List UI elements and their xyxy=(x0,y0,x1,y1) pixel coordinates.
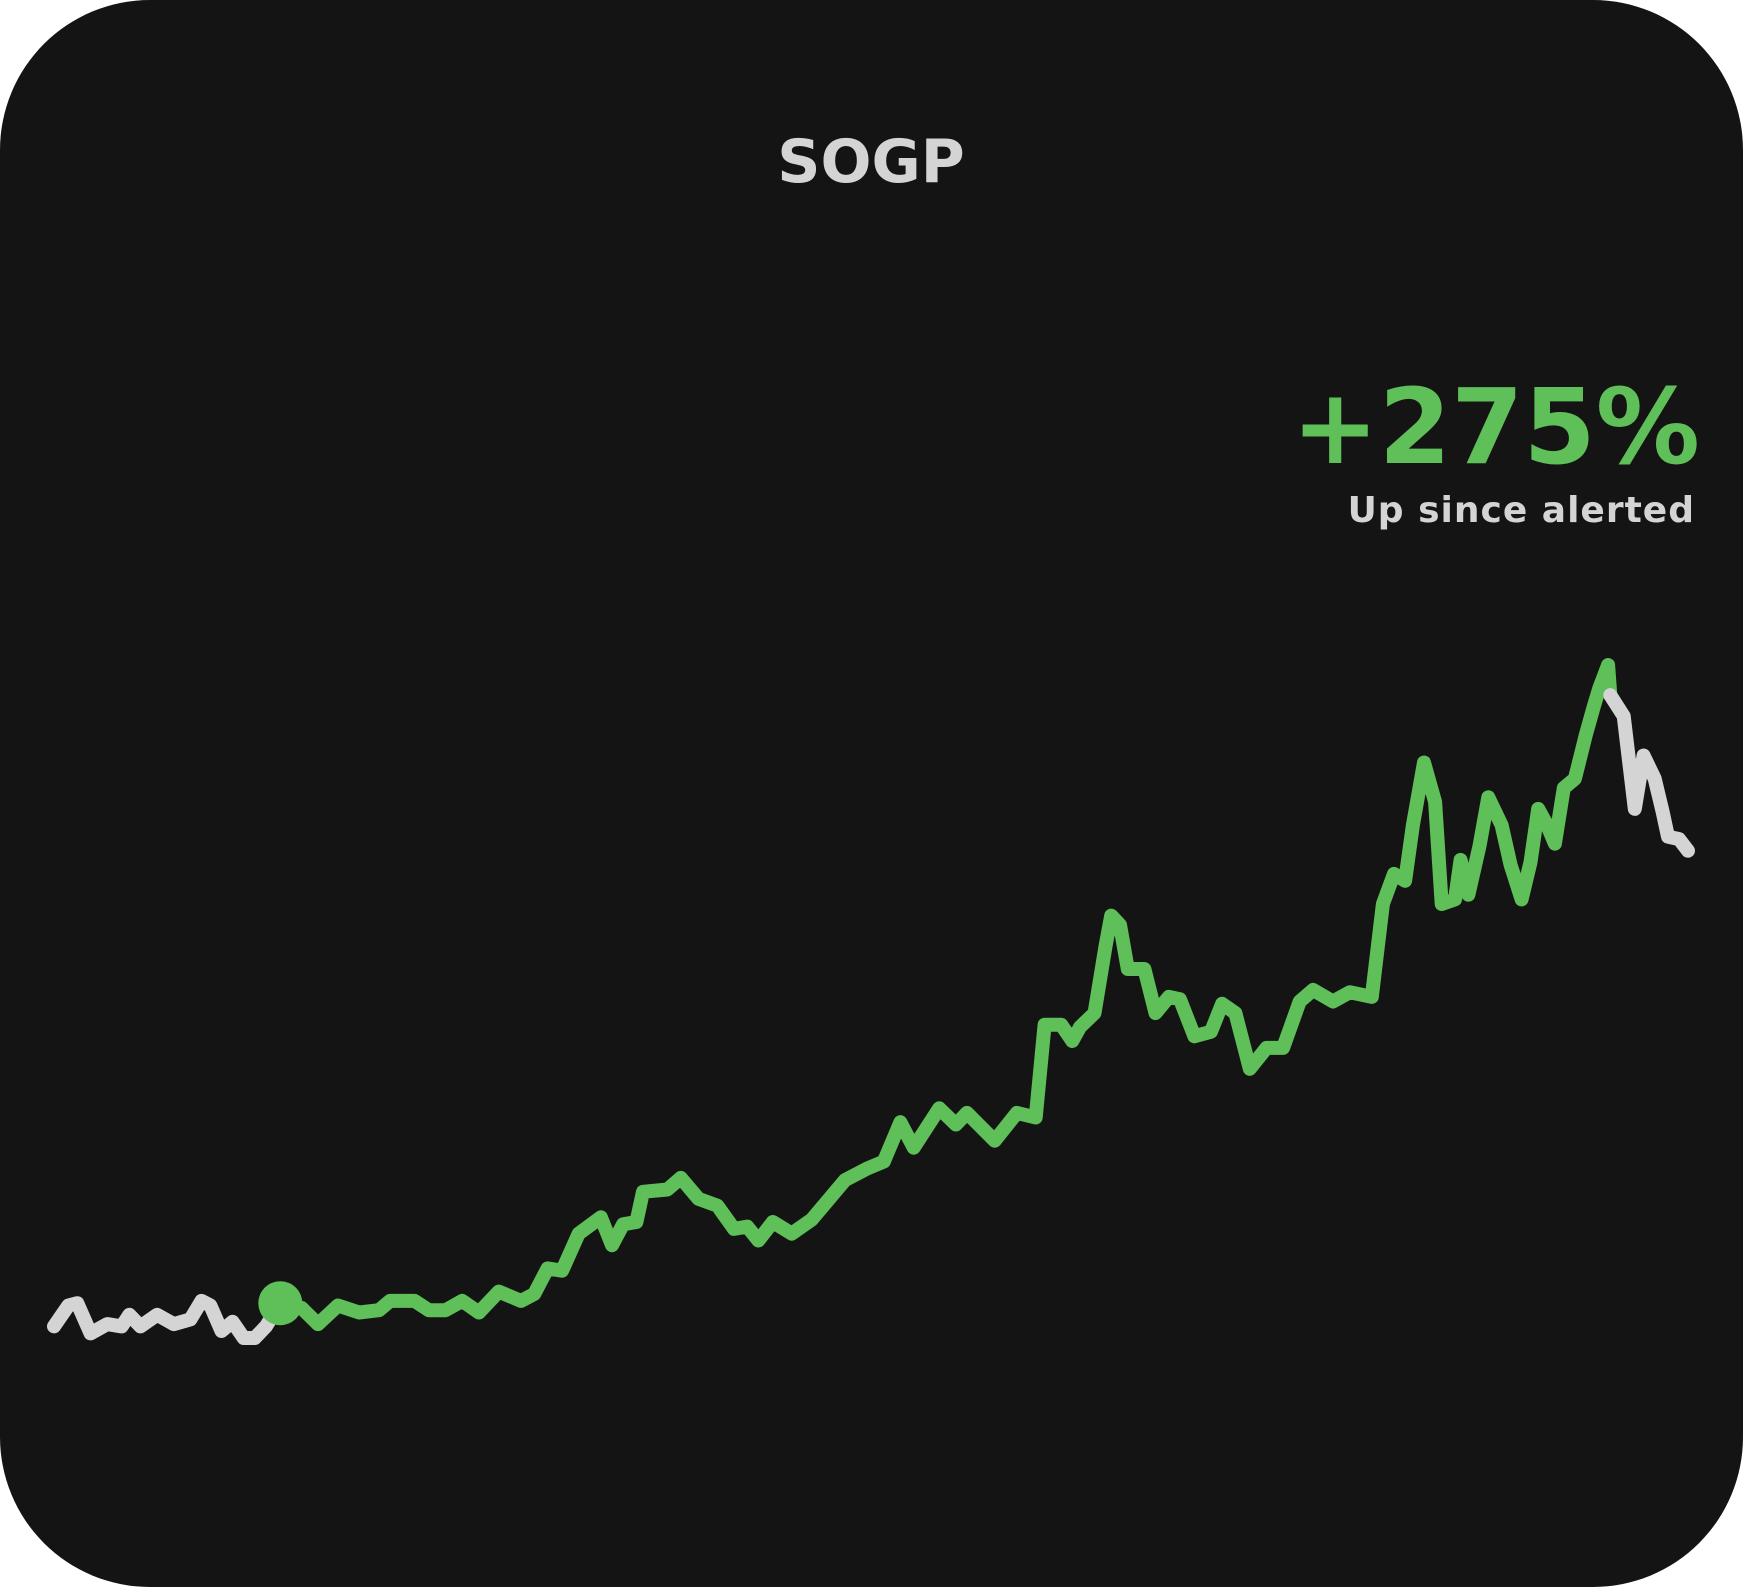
change-caption: Up since alerted xyxy=(1348,490,1695,531)
price-chart xyxy=(47,658,1695,1345)
price-line xyxy=(47,1293,288,1345)
ticker-title: SOGP xyxy=(777,127,964,197)
change-percent: +275% xyxy=(1292,366,1700,488)
price-line xyxy=(1603,688,1695,858)
alert-marker xyxy=(258,1281,303,1326)
price-line xyxy=(273,658,1618,1332)
